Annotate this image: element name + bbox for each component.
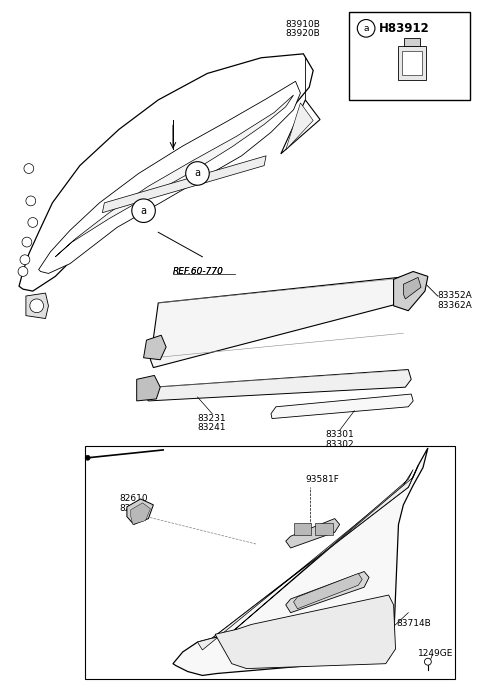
Text: 93581F: 93581F bbox=[305, 475, 339, 484]
Circle shape bbox=[132, 199, 156, 222]
Bar bbox=[315, 523, 333, 535]
Circle shape bbox=[357, 19, 375, 37]
Circle shape bbox=[18, 267, 28, 277]
Polygon shape bbox=[398, 46, 426, 80]
Text: 83920B: 83920B bbox=[286, 29, 321, 38]
Polygon shape bbox=[212, 470, 413, 638]
Polygon shape bbox=[402, 51, 422, 76]
Circle shape bbox=[85, 455, 90, 460]
Text: 83231: 83231 bbox=[197, 414, 226, 423]
Text: a: a bbox=[194, 168, 201, 179]
Circle shape bbox=[26, 196, 36, 206]
Text: 1249GE: 1249GE bbox=[418, 649, 454, 658]
Circle shape bbox=[30, 299, 44, 313]
Text: 83362A: 83362A bbox=[438, 301, 472, 310]
Text: KIA: KIA bbox=[325, 615, 344, 624]
Bar bbox=[85, 446, 456, 679]
Text: 83352A: 83352A bbox=[438, 291, 472, 300]
Text: 82620: 82620 bbox=[119, 504, 147, 513]
Polygon shape bbox=[55, 95, 294, 257]
Circle shape bbox=[24, 164, 34, 173]
Circle shape bbox=[22, 237, 32, 247]
Bar bbox=[349, 12, 470, 100]
Polygon shape bbox=[26, 293, 48, 319]
Text: 82610: 82610 bbox=[119, 494, 148, 503]
Bar bbox=[294, 523, 311, 535]
Polygon shape bbox=[19, 54, 313, 291]
Circle shape bbox=[20, 255, 30, 265]
Polygon shape bbox=[102, 156, 266, 213]
Polygon shape bbox=[127, 499, 154, 525]
Text: REF.60-770: REF.60-770 bbox=[173, 267, 224, 276]
Text: a: a bbox=[363, 24, 369, 33]
Polygon shape bbox=[271, 394, 413, 419]
Polygon shape bbox=[144, 335, 166, 360]
Polygon shape bbox=[39, 81, 300, 274]
Text: 83910B: 83910B bbox=[286, 19, 321, 28]
Circle shape bbox=[424, 658, 432, 665]
Polygon shape bbox=[146, 369, 411, 401]
Circle shape bbox=[28, 218, 37, 227]
Polygon shape bbox=[173, 448, 428, 676]
Text: 83301: 83301 bbox=[325, 430, 354, 439]
Text: a: a bbox=[141, 206, 146, 216]
Polygon shape bbox=[197, 466, 418, 650]
Polygon shape bbox=[131, 503, 150, 525]
Polygon shape bbox=[404, 38, 420, 46]
Polygon shape bbox=[286, 103, 313, 150]
Text: 83714B: 83714B bbox=[396, 619, 431, 628]
Polygon shape bbox=[281, 100, 320, 154]
Polygon shape bbox=[137, 376, 160, 401]
Polygon shape bbox=[286, 518, 340, 548]
Polygon shape bbox=[394, 272, 428, 310]
Text: H83912: H83912 bbox=[379, 22, 430, 35]
Polygon shape bbox=[286, 572, 369, 613]
Text: 83302: 83302 bbox=[325, 440, 354, 449]
Text: 83241: 83241 bbox=[197, 423, 226, 432]
Circle shape bbox=[186, 161, 209, 185]
Polygon shape bbox=[150, 277, 411, 367]
Polygon shape bbox=[294, 574, 362, 608]
Polygon shape bbox=[215, 595, 396, 669]
Text: REF.60-770: REF.60-770 bbox=[173, 267, 224, 276]
Polygon shape bbox=[403, 277, 421, 299]
